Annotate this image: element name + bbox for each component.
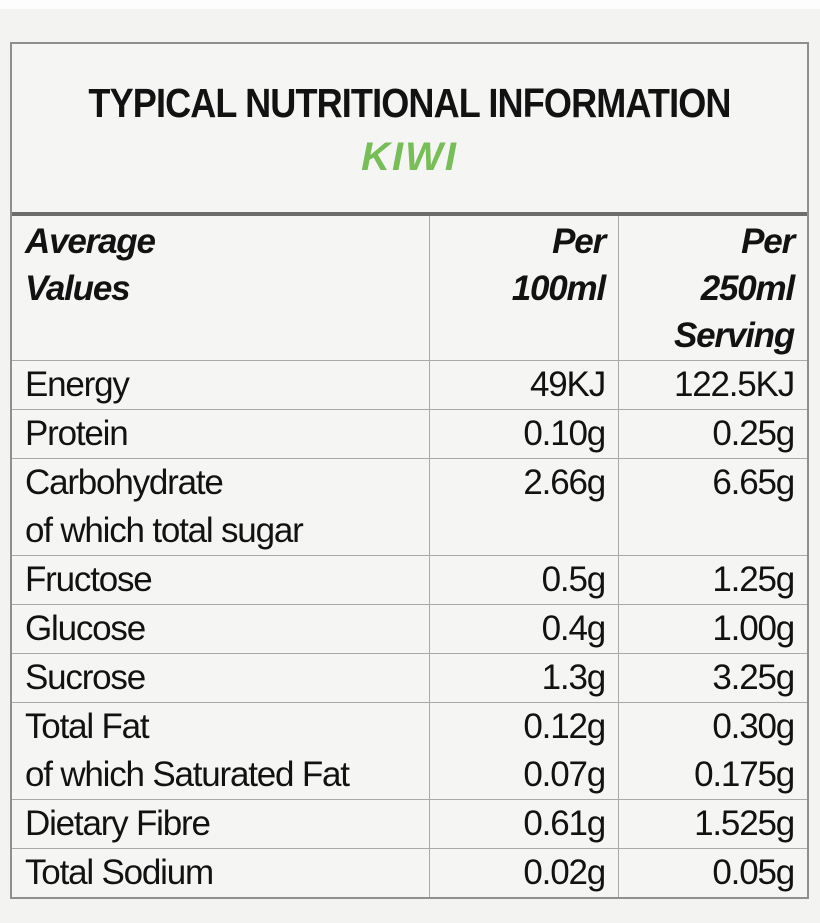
nutrient-name-cell: Energy xyxy=(12,361,429,409)
per-100ml-value: 0.12g xyxy=(523,707,606,746)
per-100ml-value: 0.4g xyxy=(541,609,607,648)
nutrient-name: Total Fat xyxy=(25,707,150,746)
table-row-dietary-fibre: Dietary Fibre 0.61g 1.525g xyxy=(12,799,807,848)
nutrient-name: Glucose xyxy=(25,609,146,648)
per-100ml-value: 0.02g xyxy=(523,853,606,892)
per-250ml-cell: 6.65g xyxy=(618,459,807,555)
header-average-values-line: Average xyxy=(25,222,156,261)
table-row-total-fat: Total Fat of which Saturated Fat 0.12g 0… xyxy=(12,702,807,799)
label-title: TYPICAL NUTRITIONAL INFORMATION xyxy=(88,80,731,126)
per-100ml-cell: 0.5g xyxy=(429,556,618,604)
per-250ml-value: 122.5KJ xyxy=(673,365,795,404)
table-row-total-sodium: Total Sodium 0.02g 0.05g xyxy=(12,848,807,897)
nutrition-label: TYPICAL NUTRITIONAL INFORMATION KIWI Ave… xyxy=(10,42,809,899)
nutrient-name-cell: Protein xyxy=(12,410,429,458)
header-per-100ml-cell: Per 100ml xyxy=(429,216,618,360)
per-100ml-value: 1.3g xyxy=(541,658,607,697)
nutrient-name: Total Sodium xyxy=(25,853,214,892)
per-250ml-value: 0.25g xyxy=(712,414,795,453)
nutrient-name-subline: of which Saturated Fat xyxy=(25,755,350,794)
per-250ml-value: 6.65g xyxy=(712,463,795,502)
nutrient-name-cell: Dietary Fibre xyxy=(12,800,429,848)
per-250ml-value: 0.30g xyxy=(712,707,795,746)
header-average-values-cell: Average Values xyxy=(12,216,429,360)
table-row-carbohydrate: Carbohydrate of which total sugar 2.66g … xyxy=(12,458,807,555)
per-250ml-cell: 0.05g xyxy=(618,849,807,897)
per-250ml-cell: 3.25g xyxy=(618,654,807,702)
per-250ml-subvalue: 0.175g xyxy=(694,755,795,794)
page-top-strip xyxy=(0,0,820,9)
per-250ml-value: 0.05g xyxy=(712,853,795,892)
header-per-250ml-line: Per xyxy=(741,222,795,261)
nutrient-name: Dietary Fibre xyxy=(25,804,211,843)
per-100ml-value: 0.61g xyxy=(523,804,606,843)
per-100ml-cell: 0.10g xyxy=(429,410,618,458)
per-100ml-cell: 0.02g xyxy=(429,849,618,897)
per-100ml-value: 0.10g xyxy=(523,414,606,453)
per-100ml-cell: 1.3g xyxy=(429,654,618,702)
product-name: KIWI xyxy=(361,135,458,179)
header-per-100ml-line: 100ml xyxy=(511,269,606,308)
per-250ml-value: 1.525g xyxy=(694,804,795,843)
per-100ml-cell: 0.12g 0.07g xyxy=(429,703,618,799)
table-row-fructose: Fructose 0.5g 1.25g xyxy=(12,555,807,604)
nutrient-name-cell: Fructose xyxy=(12,556,429,604)
per-250ml-cell: 0.30g 0.175g xyxy=(618,703,807,799)
table-header-row: Average Values Per 100ml Per 250ml Servi… xyxy=(12,212,807,360)
table-row-sucrose: Sucrose 1.3g 3.25g xyxy=(12,653,807,702)
per-250ml-cell: 1.25g xyxy=(618,556,807,604)
nutrient-name: Carbohydrate xyxy=(25,463,224,502)
nutrient-name-cell: Total Sodium xyxy=(12,849,429,897)
label-title-section: TYPICAL NUTRITIONAL INFORMATION KIWI xyxy=(12,44,807,212)
per-100ml-cell: 0.61g xyxy=(429,800,618,848)
table-row-protein: Protein 0.10g 0.25g xyxy=(12,409,807,458)
per-100ml-cell: 2.66g xyxy=(429,459,618,555)
per-100ml-value: 0.5g xyxy=(541,560,607,599)
table-row-energy: Energy 49KJ 122.5KJ xyxy=(12,360,807,409)
per-250ml-cell: 0.25g xyxy=(618,410,807,458)
per-250ml-cell: 1.525g xyxy=(618,800,807,848)
per-100ml-value: 2.66g xyxy=(523,463,606,502)
nutrient-name-cell: Carbohydrate of which total sugar xyxy=(12,459,429,555)
nutrient-name: Energy xyxy=(25,365,130,404)
table-row-glucose: Glucose 0.4g 1.00g xyxy=(12,604,807,653)
nutrient-name: Protein xyxy=(25,414,129,453)
nutrient-name: Fructose xyxy=(25,560,153,599)
nutrient-name-subline: of which total sugar xyxy=(25,511,304,550)
header-per-250ml-line: 250ml xyxy=(700,269,795,308)
nutrient-name: Sucrose xyxy=(25,658,146,697)
header-per-250ml-cell: Per 250ml Serving xyxy=(618,216,807,360)
header-per-100ml-line: Per xyxy=(552,222,606,261)
per-100ml-cell: 49KJ xyxy=(429,361,618,409)
per-250ml-value: 1.00g xyxy=(712,609,795,648)
per-250ml-cell: 1.00g xyxy=(618,605,807,653)
per-100ml-cell: 0.4g xyxy=(429,605,618,653)
per-250ml-value: 3.25g xyxy=(712,658,795,697)
per-100ml-subvalue: 0.07g xyxy=(523,755,606,794)
header-average-values-line: Values xyxy=(25,269,131,308)
header-per-250ml-line: Serving xyxy=(674,316,795,355)
nutrient-name-cell: Sucrose xyxy=(12,654,429,702)
per-250ml-value: 1.25g xyxy=(712,560,795,599)
per-250ml-cell: 122.5KJ xyxy=(618,361,807,409)
nutrient-name-cell: Glucose xyxy=(12,605,429,653)
per-100ml-value: 49KJ xyxy=(530,365,606,404)
nutrient-name-cell: Total Fat of which Saturated Fat xyxy=(12,703,429,799)
